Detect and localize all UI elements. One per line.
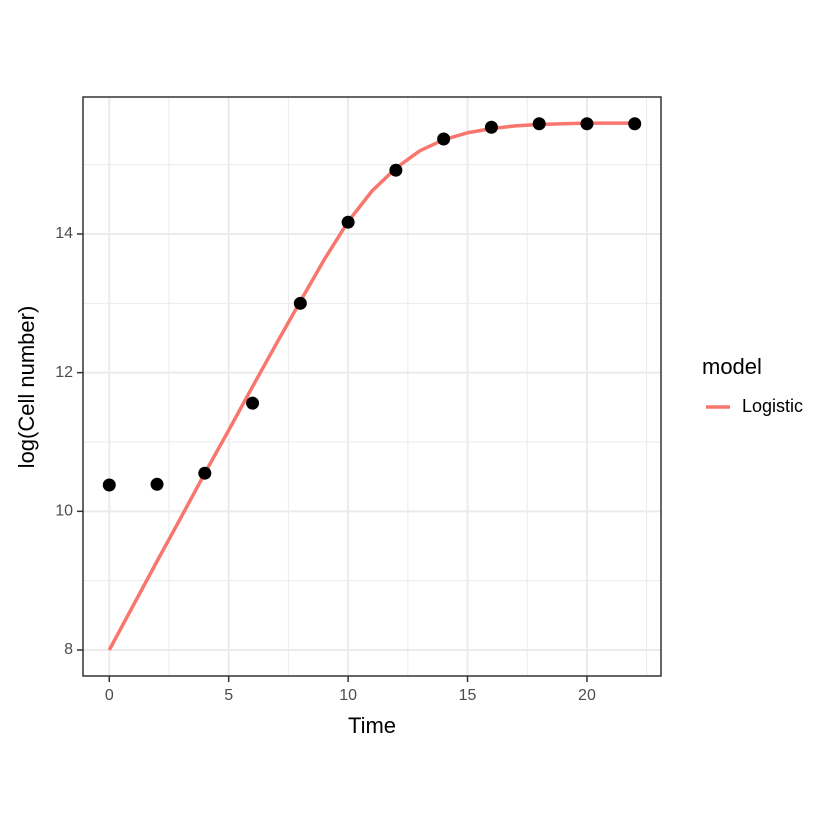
point xyxy=(341,215,355,229)
y-tick-label: 14 xyxy=(55,225,73,242)
line xyxy=(107,121,635,651)
point xyxy=(437,132,451,146)
panel-border xyxy=(82,96,662,677)
y-tick-label: 8 xyxy=(64,641,73,658)
x-tick-label: 5 xyxy=(224,687,233,704)
point xyxy=(150,477,164,491)
x-axis-title: Time xyxy=(348,713,396,738)
point xyxy=(246,396,260,410)
point xyxy=(484,120,498,134)
point xyxy=(102,478,116,492)
y-tick-label: 10 xyxy=(55,503,73,520)
point xyxy=(293,296,307,310)
point xyxy=(628,117,642,131)
x-tick-label: 15 xyxy=(459,687,477,704)
point xyxy=(580,117,594,131)
point xyxy=(532,117,546,131)
x-tick-label: 0 xyxy=(105,687,114,704)
x-tick-label: 20 xyxy=(578,687,596,704)
point xyxy=(198,466,212,480)
y-tick-label: 12 xyxy=(55,364,73,381)
point xyxy=(389,163,403,177)
legend-title: model xyxy=(702,354,762,379)
y-axis-title: log(Cell number) xyxy=(14,306,39,469)
legend-label: Logistic xyxy=(742,396,803,416)
x-tick-label: 10 xyxy=(339,687,357,704)
